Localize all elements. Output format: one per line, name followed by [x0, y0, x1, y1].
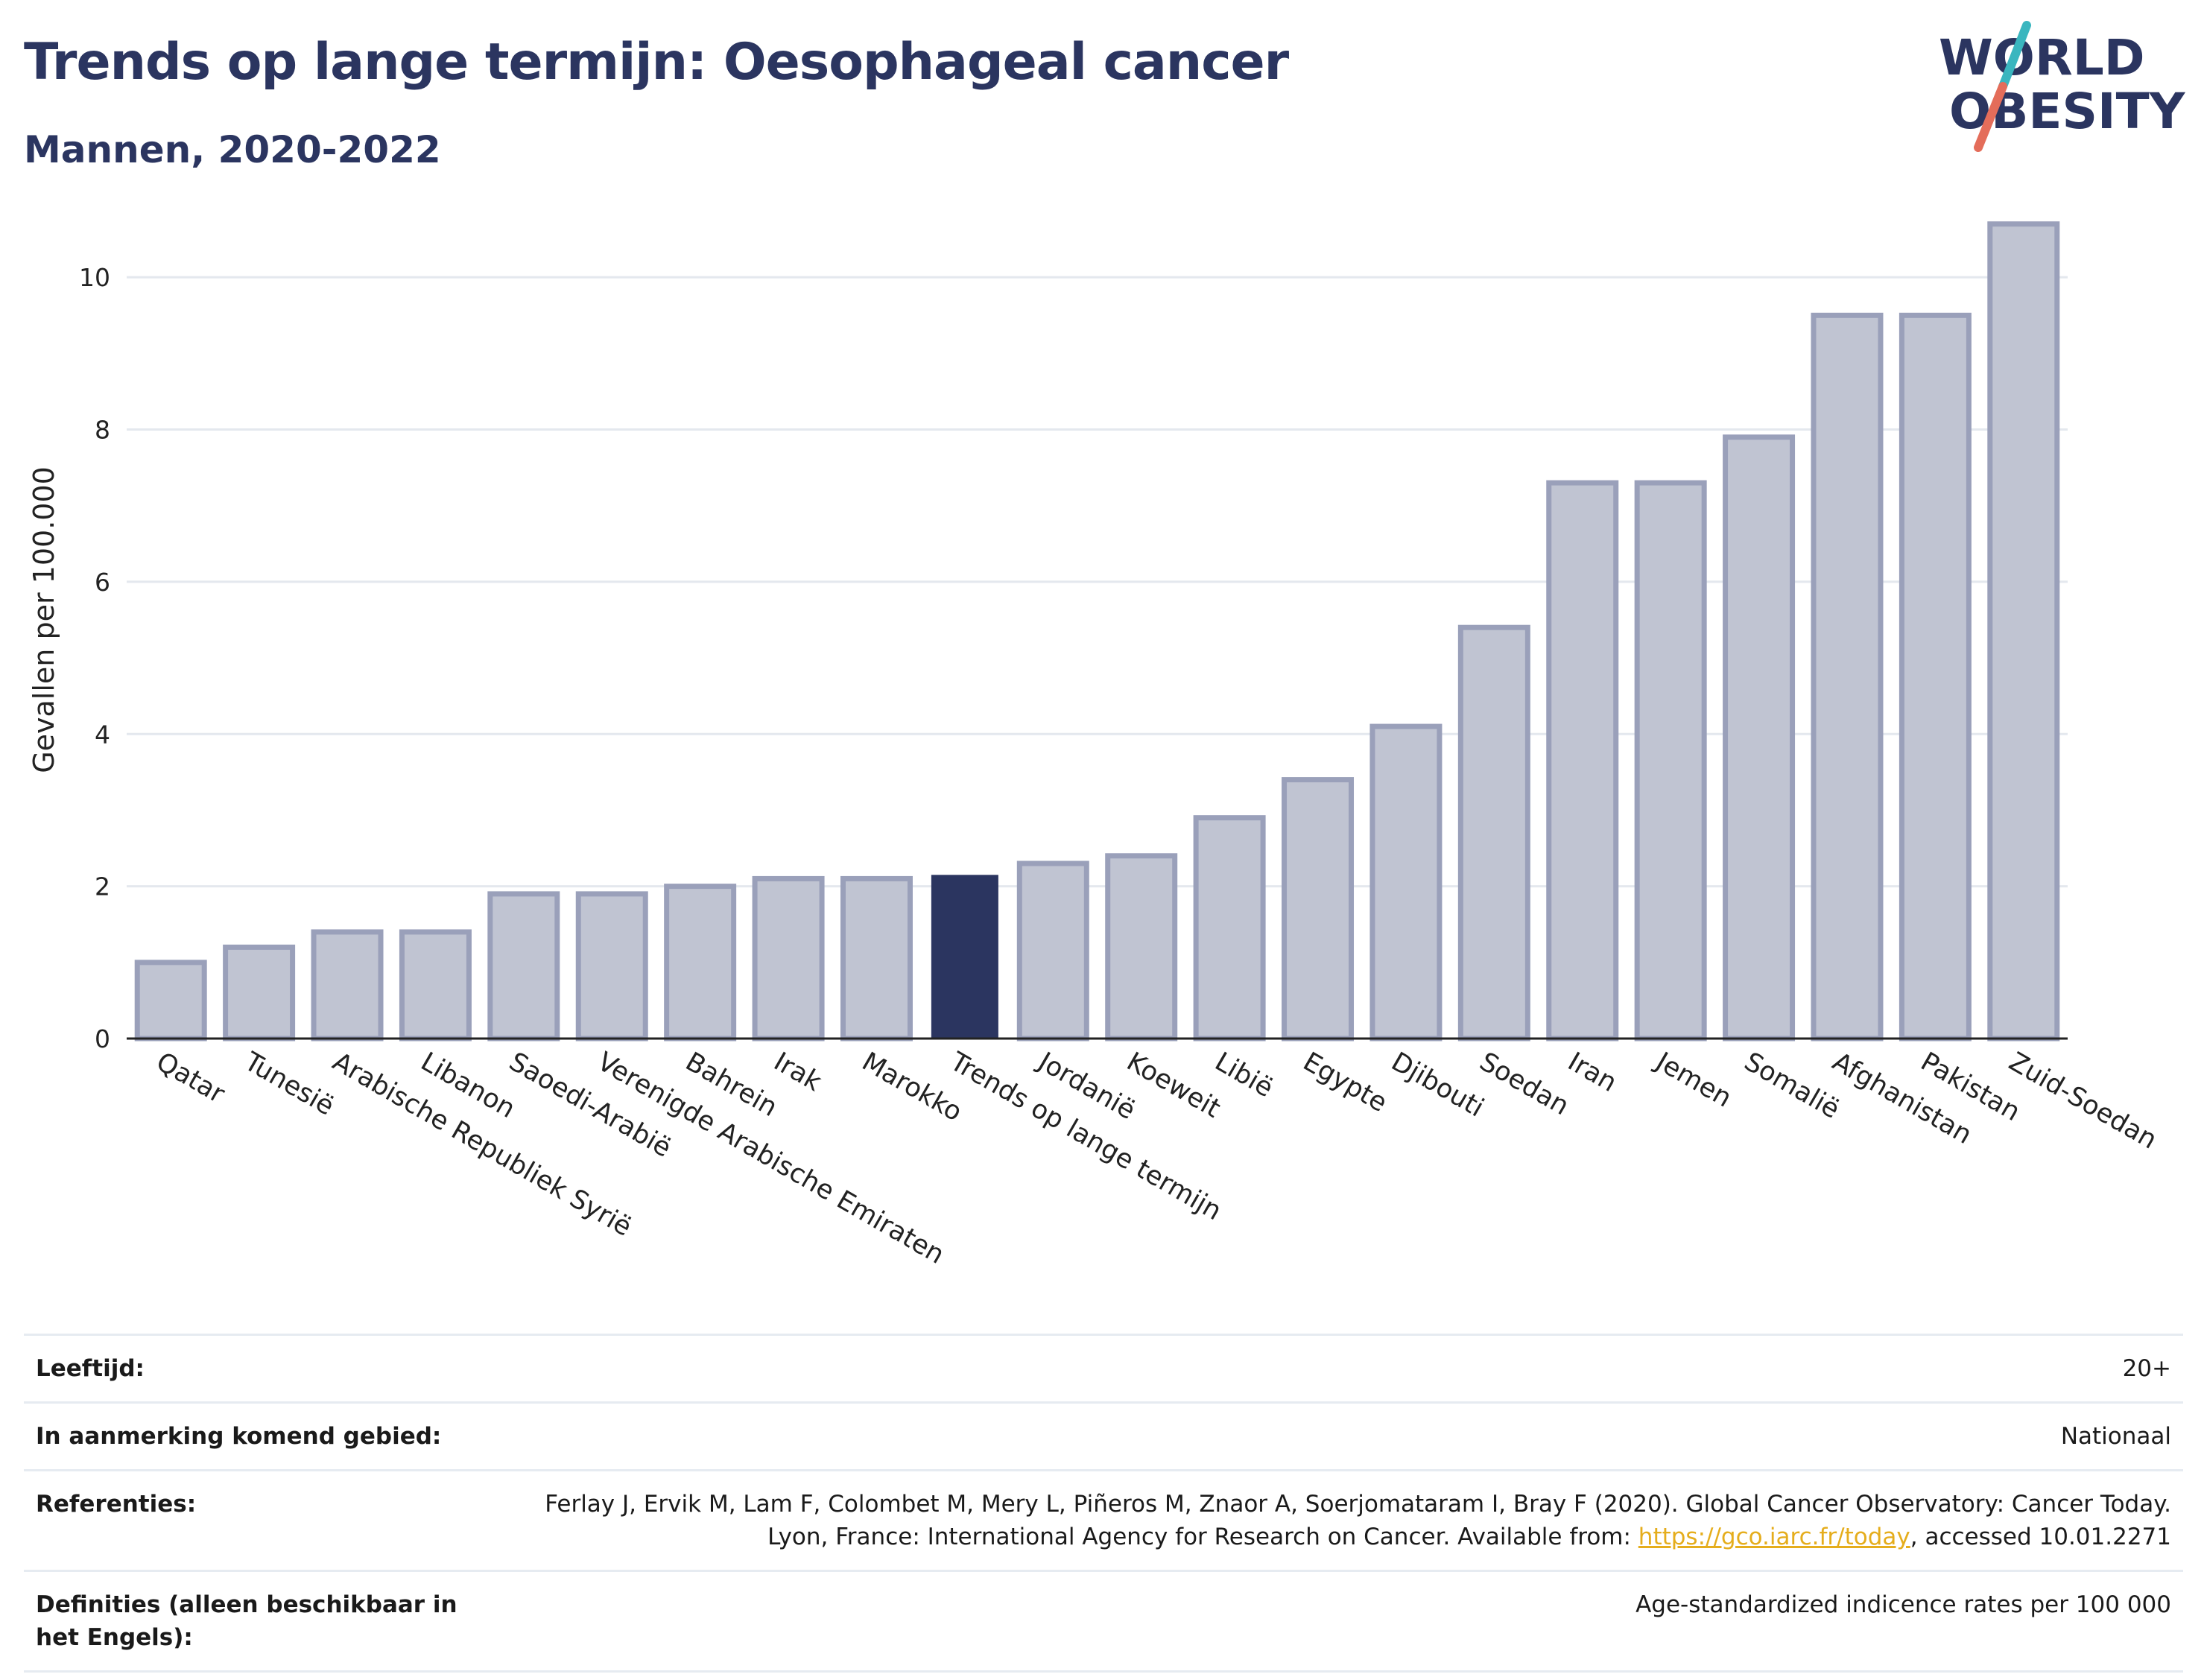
- y-tick-label: 4: [95, 720, 110, 749]
- chart-title: Trends op lange termijn: Oesophageal can…: [24, 33, 1289, 92]
- x-tick-label: Zuid-Soedan: [2004, 1047, 2162, 1156]
- x-tick-label: Irak: [769, 1047, 827, 1097]
- bar: [223, 944, 296, 1042]
- info-label: Definities (alleen beschikbaar in het En…: [24, 1570, 510, 1673]
- bar: [575, 891, 648, 1042]
- info-value: 20+: [510, 1334, 2183, 1403]
- info-value: Nationaal: [510, 1401, 2183, 1471]
- x-tick-label: Egypte: [1298, 1047, 1392, 1118]
- info-row-definitions: Definities (alleen beschikbaar in het En…: [24, 1570, 2183, 1673]
- reference-accessed: , accessed 10.01.2271: [1910, 1524, 2171, 1550]
- info-row-age: Leeftijd: 20+: [24, 1334, 2183, 1403]
- bar: [134, 960, 207, 1042]
- y-tick-label: 0: [95, 1024, 110, 1053]
- info-value: Ferlay J, Ervik M, Lam F, Colombet M, Me…: [510, 1469, 2183, 1571]
- bar: [487, 891, 560, 1042]
- logo-text-world: WORLD: [1939, 29, 2145, 86]
- bar: [1899, 312, 1972, 1042]
- bar: [840, 875, 913, 1042]
- info-label: Referenties:: [24, 1469, 510, 1571]
- bar: [1811, 312, 1884, 1042]
- info-row-references: Referenties: Ferlay J, Ervik M, Lam F, C…: [24, 1469, 2183, 1571]
- x-tick-label: Jemen: [1650, 1046, 1737, 1113]
- x-tick-label: Soedan: [1475, 1047, 1574, 1121]
- bar: [752, 875, 825, 1042]
- x-tick-label: Koeweit: [1121, 1047, 1225, 1124]
- bar: [1546, 480, 1619, 1042]
- bar: [1987, 221, 2060, 1042]
- bar: [1282, 777, 1355, 1042]
- bar: [399, 929, 472, 1042]
- bar-highlight: [931, 875, 998, 1039]
- logo-slash-teal: [1998, 21, 2031, 91]
- bar: [664, 884, 737, 1042]
- x-tick-label: Marokko: [857, 1047, 967, 1127]
- info-row-area: In aanmerking komend gebied: Nationaal: [24, 1401, 2183, 1471]
- x-tick-label: Tunesië: [238, 1047, 339, 1122]
- reference-link[interactable]: https://gco.iarc.fr/today: [1638, 1524, 1910, 1550]
- bar: [1369, 723, 1443, 1042]
- logo-slash-red: [1974, 82, 2007, 152]
- bar: [1457, 624, 1530, 1042]
- x-tick-label: Qatar: [151, 1047, 230, 1109]
- x-tick-label: Iran: [1562, 1047, 1621, 1098]
- world-obesity-logo: WORLD OBESITY: [1939, 21, 2186, 152]
- bar: [1634, 480, 1707, 1042]
- y-tick-label: 6: [95, 568, 110, 597]
- bar: [1193, 815, 1266, 1042]
- info-table: Leeftijd: 20+ In aanmerking komend gebie…: [24, 1334, 2183, 1673]
- y-tick-label: 2: [95, 872, 110, 901]
- reference-text: Ferlay J, Ervik M, Lam F, Colombet M, Me…: [545, 1491, 2171, 1550]
- info-label: In aanmerking komend gebied:: [24, 1401, 510, 1471]
- y-axis-label: Gevallen per 100.000: [28, 466, 60, 773]
- y-tick-label: 10: [79, 263, 110, 292]
- x-tick-label: Djibouti: [1386, 1047, 1488, 1123]
- chart-subtitle: Mannen, 2020-2022: [24, 128, 441, 171]
- x-tick-label: Somalië: [1739, 1047, 1844, 1125]
- bar: [311, 929, 384, 1042]
- y-tick-label: 8: [95, 416, 110, 445]
- bar: [1723, 434, 1796, 1042]
- bar: [1105, 853, 1178, 1042]
- info-value: Age-standardized indicence rates per 100…: [510, 1570, 2183, 1673]
- info-label: Leeftijd:: [24, 1334, 510, 1403]
- bar: [1016, 860, 1089, 1042]
